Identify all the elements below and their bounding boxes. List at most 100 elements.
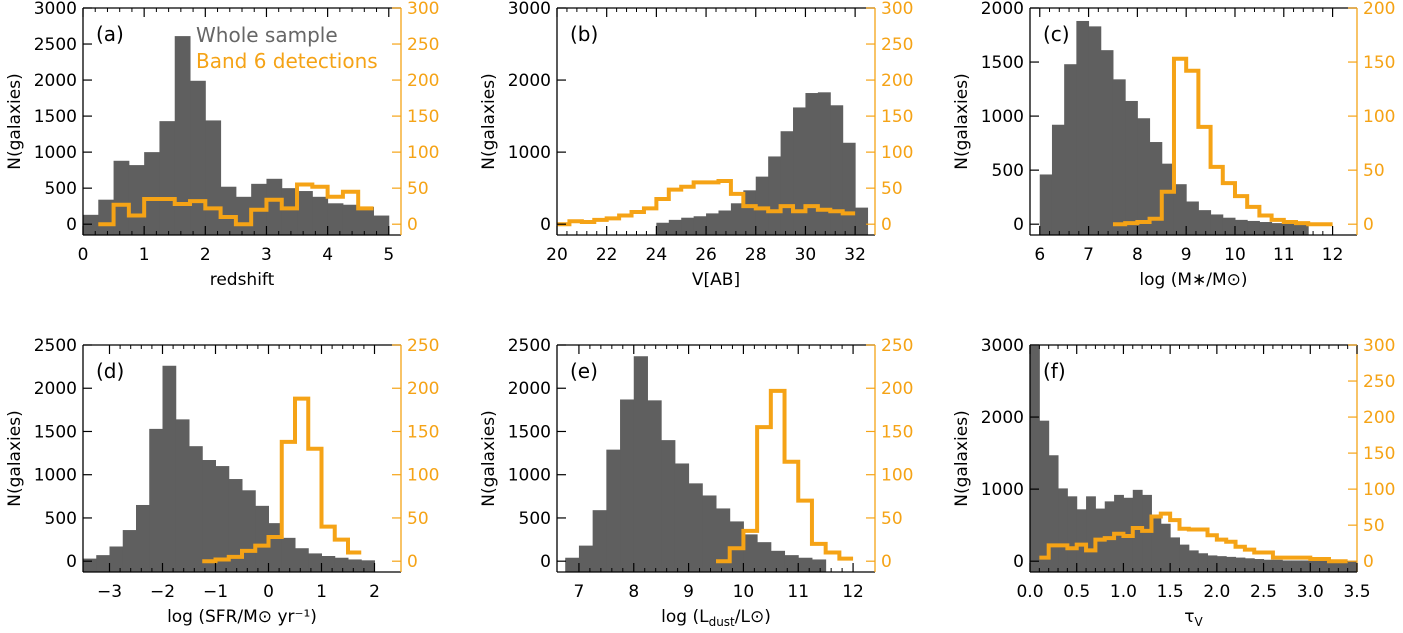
- panel-label: (c): [1043, 22, 1070, 46]
- y-tick-label-right: 200: [1363, 0, 1395, 19]
- whole-sample-bar: [620, 399, 635, 572]
- whole-sample-bar: [1207, 555, 1218, 572]
- y-tick-label-right: 100: [407, 143, 439, 163]
- whole-sample-bar: [1170, 537, 1180, 572]
- whole-sample-bar: [297, 191, 313, 235]
- x-tick-label: 0.0: [1016, 582, 1043, 602]
- x-tick-label: 0.5: [1063, 582, 1090, 602]
- chart-panel-b: 20 22 24 26 28 30 32 0 1000 2000 3000 0 50 100 150 200 2…: [479, 0, 913, 290]
- whole-sample-bar: [647, 400, 662, 572]
- whole-sample-bar: [189, 446, 203, 572]
- whole-sample-bar: [1051, 124, 1065, 235]
- y-tick-label-right: 100: [1363, 107, 1395, 127]
- whole-sample-bar: [136, 504, 150, 572]
- whole-sample-bar: [702, 495, 717, 572]
- whole-sample-bar: [1291, 560, 1302, 572]
- whole-sample-bar: [1160, 523, 1171, 572]
- panel-label: (a): [96, 22, 124, 46]
- band6-step-line-d: [202, 396, 362, 564]
- whole-sample-bar: [674, 463, 690, 572]
- whole-sample-bar: [688, 483, 703, 572]
- whole-sample-bar: [718, 210, 732, 235]
- x-tick-label: 9: [683, 582, 694, 602]
- whole-sample-bar: [798, 557, 813, 572]
- y-tick-label-right: 200: [407, 379, 439, 399]
- whole-sample-bar: [1210, 214, 1224, 235]
- whole-sample-bar: [1338, 560, 1349, 572]
- whole-sample-bar: [706, 213, 719, 235]
- chart-panel-f: 0.0 0.5 1.0 1.5 2.0 2.5 3.0 3.5 0 1000 2000 3000 0 50…: [952, 336, 1395, 629]
- whole-sample-bar: [266, 178, 283, 235]
- y-tick-label-right: 50: [881, 509, 903, 529]
- chart-panel-e: 7 8 9 10 11 12 0 500 1000 1500 2000 2500 0 50 100 150 20…: [479, 336, 913, 629]
- whole-sample-bar: [811, 559, 827, 572]
- whole-sample-bar: [805, 93, 819, 236]
- x-tick-label: 2.5: [1250, 582, 1277, 602]
- whole-sample-bar: [1039, 174, 1053, 235]
- y-tick-label-right: 0: [881, 552, 892, 572]
- whole-sample-bar: [780, 131, 794, 235]
- y-tick-label-right: 0: [407, 552, 418, 572]
- whole-sample-bar: [1226, 556, 1237, 572]
- whole-sample-bar: [1222, 217, 1236, 235]
- whole-sample-bar: [1142, 494, 1152, 572]
- x-tick-label: 3: [261, 245, 272, 265]
- y-tick-label-right: 100: [407, 466, 439, 486]
- whole-sample-bar: [1234, 219, 1248, 235]
- y-tick-label-left: 1500: [34, 107, 77, 127]
- legend: Whole sample Band 6 detections: [196, 23, 378, 73]
- panels-group: 0 1 2 3 4 50500100015002000250030000501001502…: [5, 0, 1395, 629]
- y-tick-label-left: 1000: [981, 107, 1024, 127]
- y-tick-label-right: 300: [407, 0, 439, 19]
- x-tick-label: 7: [1083, 245, 1094, 265]
- y-tick-label-left: 3000: [508, 0, 551, 19]
- y-tick-label-right: 250: [407, 336, 439, 356]
- y-tick-label-left: 1500: [981, 53, 1024, 73]
- x-tick-label: 10: [733, 582, 755, 602]
- whole-sample-bar: [122, 530, 137, 572]
- x-tick-label: 9: [1181, 245, 1192, 265]
- whole-sample-bar: [308, 553, 322, 572]
- whole-sample-bar: [1271, 223, 1285, 235]
- x-tick-label: 11: [1273, 245, 1295, 265]
- whole-sample-bar: [1216, 556, 1227, 572]
- y-tick-label-right: 250: [407, 35, 439, 55]
- whole-sample-bar: [578, 545, 594, 572]
- whole-sample-bar: [768, 156, 782, 235]
- x-tick-label: 4: [322, 245, 333, 265]
- y-tick-label-right: 50: [407, 509, 429, 529]
- whole-sample-bar: [1112, 79, 1126, 235]
- whole-sample-bar: [83, 558, 97, 572]
- y-tick-label-right: 200: [407, 71, 439, 91]
- x-tick-label: 3.0: [1297, 582, 1324, 602]
- y-tick-label-left: 2000: [508, 379, 551, 399]
- y-tick-label-right: 150: [1363, 53, 1395, 73]
- whole-sample-bar: [1282, 560, 1293, 572]
- y-tick-label-left: 0: [540, 215, 551, 235]
- whole-sample-bar: [1064, 64, 1077, 235]
- y-tick-label-right: 0: [881, 215, 892, 235]
- whole-sample-bar: [1310, 560, 1321, 572]
- whole-sample-bar: [668, 219, 682, 235]
- x-tick-label: 6: [1034, 245, 1045, 265]
- whole-sample-bar: [1254, 559, 1265, 572]
- x-tick-label: 8: [1132, 245, 1143, 265]
- whole-sample-bars-b: [656, 92, 869, 236]
- legend-band6-detections: Band 6 detections: [196, 49, 378, 73]
- whole-sample-bar: [281, 188, 298, 235]
- y-tick-label-right: 200: [1363, 408, 1395, 428]
- whole-sample-bar: [1186, 201, 1199, 235]
- y-tick-label-left: 1000: [508, 466, 551, 486]
- whole-sample-bar: [1086, 496, 1096, 572]
- x-tick-label: 10: [1224, 245, 1246, 265]
- whole-sample-bars-f: [1030, 345, 1358, 572]
- y-tick-label-left: 1500: [508, 422, 551, 442]
- x-tick-label: −1: [203, 582, 228, 602]
- y-tick-label-left: 1000: [981, 480, 1024, 500]
- whole-sample-bar: [1244, 558, 1255, 572]
- y-tick-label-right: 50: [1363, 161, 1385, 181]
- x-axis-label: log (SFR/M⊙ yr⁻¹): [167, 607, 317, 627]
- y-axis-label: N(galaxies): [479, 73, 499, 169]
- y-tick-label-left: 2500: [34, 35, 77, 55]
- y-tick-label-right: 200: [881, 379, 913, 399]
